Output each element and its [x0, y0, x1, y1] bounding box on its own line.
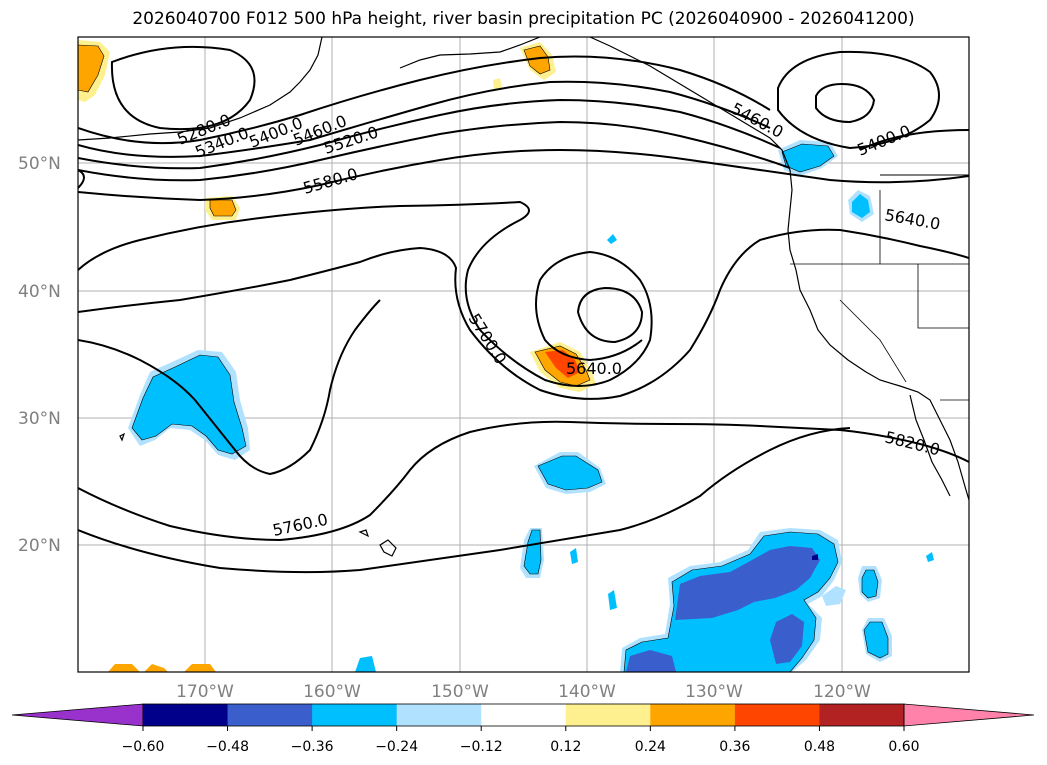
hawaii-islands	[379, 539, 397, 557]
contour-low-center	[576, 286, 644, 344]
colorbar-tick-label: 0.48	[804, 739, 835, 755]
precip-negative-region	[355, 656, 376, 672]
map-area: 5280.0 5340.0 5400.0 5460.0 5520.0 5580.…	[78, 37, 969, 672]
colorbar-tick-label: −0.60	[122, 739, 165, 755]
colorbar-bin	[143, 704, 229, 726]
island	[119, 432, 126, 442]
contour-low-ne-inner	[815, 82, 876, 124]
colorbar-tick-label: 0.24	[635, 739, 666, 755]
lon-label-150w: 150°W	[431, 682, 489, 702]
baja-california	[909, 394, 951, 497]
lat-label-20n: 20°N	[18, 536, 61, 556]
colorbar-bin	[396, 704, 482, 726]
colorbar-tick-label: 0.36	[719, 739, 750, 755]
hawaii-islands	[358, 529, 370, 538]
contour-low-nw	[110, 45, 256, 131]
contour-5580-5640	[78, 200, 653, 387]
state-border	[917, 264, 969, 329]
contour-label: 5640.0	[566, 359, 622, 378]
contour-label: 5640.0	[883, 205, 941, 233]
contour-5520	[78, 148, 969, 202]
longitude-labels: 170°W 160°W 150°W 140°W 130°W 120°W	[176, 682, 871, 702]
contour-label: 5700.0	[465, 310, 511, 368]
colorbar-over-extension	[903, 703, 1035, 727]
lat-label-30n: 30°N	[18, 409, 61, 429]
contour-5460	[78, 120, 791, 182]
lon-label-130w: 130°W	[685, 682, 743, 702]
colorbar-bin	[734, 704, 820, 726]
precip-positive-region	[523, 45, 551, 75]
precip-positive-region	[209, 199, 237, 217]
contour-5400	[78, 98, 781, 170]
colorbar-bin	[819, 704, 905, 726]
colorbar-tick-label: −0.48	[206, 739, 249, 755]
colorbar-under-extension	[11, 703, 144, 727]
contour-5340	[78, 80, 771, 158]
colorbar-tick-label: −0.12	[460, 739, 503, 755]
precip-negative-region	[537, 455, 603, 491]
precip-negative-region	[608, 590, 617, 610]
precip-negative-region	[863, 621, 889, 659]
colorbar-tick-label: 0.60	[888, 739, 919, 755]
colorbar-bin	[312, 704, 398, 726]
contour-5400-east	[859, 129, 969, 151]
precip-negative-region	[607, 234, 617, 244]
colorbar-tick-label: 0.12	[550, 739, 581, 755]
contour-edge	[78, 169, 85, 189]
lat-label-40n: 40°N	[18, 282, 61, 302]
contour-5760	[78, 420, 969, 542]
precip-positive-region	[493, 78, 502, 90]
colorbar-bin	[650, 704, 736, 726]
height-contours	[78, 45, 969, 574]
colorbar-bin	[481, 704, 567, 726]
precip-positive-region	[108, 664, 140, 672]
coastlines	[78, 37, 969, 557]
precip-negative-region	[675, 546, 820, 620]
lon-label-170w: 170°W	[176, 682, 234, 702]
precip-negative-region	[812, 554, 818, 560]
lon-label-160w: 160°W	[303, 682, 361, 702]
contour-5640-west	[78, 299, 381, 476]
contour-label: 5760.0	[271, 510, 330, 540]
contour-label: 5400.0	[854, 121, 913, 160]
precip-negative-region	[926, 552, 934, 562]
lon-label-140w: 140°W	[558, 682, 616, 702]
state-border	[839, 299, 907, 383]
contour-5280	[78, 55, 771, 145]
figure-title: 2026040700 F012 500 hPa height, river ba…	[132, 9, 915, 29]
precip-negative-region	[861, 569, 879, 599]
contour-5820	[78, 427, 851, 574]
contour-low-ne-outer	[777, 50, 940, 150]
contour-label: 5580.0	[301, 164, 360, 198]
precip-negative-region	[852, 194, 870, 218]
precip-positive-region	[184, 664, 216, 672]
precip-fills	[78, 40, 934, 672]
colorbar-tick-label: −0.36	[291, 739, 334, 755]
colorbar: −0.60 −0.48 −0.36 −0.24 −0.12 0.12 0.24 0.36 0.4…	[11, 703, 1035, 755]
precip-negative-region	[770, 614, 804, 664]
contour-5700	[78, 228, 969, 400]
precip-negative-region	[570, 548, 578, 564]
alaska-coast	[399, 37, 541, 69]
lat-label-50n: 50°N	[18, 154, 61, 174]
map-frame	[77, 36, 970, 673]
contour-label: 5820.0	[883, 427, 942, 459]
colorbar-bin	[227, 704, 313, 726]
lon-label-120w: 120°W	[813, 682, 871, 702]
latitude-labels: 50°N 40°N 30°N 20°N	[18, 154, 61, 556]
precip-positive-region	[144, 664, 168, 672]
precip-negative-region	[523, 529, 542, 575]
na-west-coast	[589, 37, 969, 501]
colorbar-tick-label: −0.24	[375, 739, 418, 755]
alaska-coast	[78, 37, 323, 141]
colorbar-frame	[142, 703, 905, 727]
precip-negative-region	[626, 650, 676, 672]
precip-positive-region	[78, 44, 105, 93]
precip-negative-region	[822, 586, 846, 606]
colorbar-bin	[565, 704, 651, 726]
